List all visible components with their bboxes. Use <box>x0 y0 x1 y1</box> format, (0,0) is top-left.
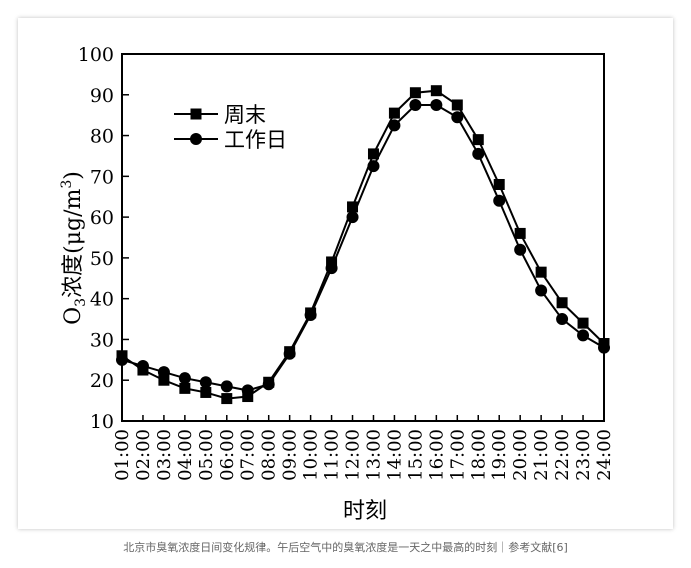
series-2-point <box>598 341 610 354</box>
y-tick-label: 80 <box>90 126 114 148</box>
series-2-point <box>451 111 464 124</box>
plot-frame <box>121 53 605 422</box>
y-tick-label: 40 <box>90 289 114 311</box>
x-tick-label: 20:00 <box>510 429 531 481</box>
x-tick-label: 12:00 <box>343 429 364 481</box>
ozone-line-chart: 10 20 30 40 50 60 70 80 90 100 01:00 02:00 03:00 04:… <box>59 44 615 524</box>
series-2-point <box>493 194 506 207</box>
x-tick-label: 02:00 <box>133 429 154 481</box>
legend-label: 周末 <box>224 103 266 127</box>
series-2-point <box>388 119 401 132</box>
series-1-point <box>367 148 379 160</box>
x-axis-label: 时刻 <box>343 499 387 524</box>
series-2-point <box>577 329 590 342</box>
series-1-point <box>158 374 170 386</box>
series-1-point <box>347 201 359 213</box>
x-tick-label: 01:00 <box>112 429 133 481</box>
series-2-point <box>514 243 527 256</box>
x-tick-label: 06:00 <box>217 429 238 481</box>
series-2-point <box>304 308 317 321</box>
y-tick-label: 100 <box>78 44 114 66</box>
series-2-point <box>325 262 338 275</box>
x-tick-label: 22:00 <box>552 429 573 481</box>
series-1-point <box>179 382 191 394</box>
series-1-point <box>493 178 505 190</box>
series-1-point <box>200 386 212 398</box>
series-2-point <box>535 284 548 297</box>
series-2-point <box>283 347 296 360</box>
x-tick-label: 08:00 <box>259 429 280 481</box>
series-2-point <box>472 147 485 160</box>
series-1-point <box>409 87 421 99</box>
y-axis-label: O3浓度(μg/m3) <box>59 171 89 325</box>
y-tick-label: 50 <box>90 248 114 270</box>
series-1-point <box>221 393 233 405</box>
series-2-point <box>220 380 233 393</box>
series-2-point <box>116 353 128 366</box>
series-1-point <box>326 256 338 268</box>
x-tick-label: 19:00 <box>489 429 510 481</box>
series-line-2 <box>121 103 605 392</box>
x-tick-label: 04:00 <box>175 429 196 481</box>
series-2-point <box>556 313 569 326</box>
series-2-point <box>367 160 380 173</box>
x-tick-label: 03:00 <box>154 429 175 481</box>
series-1-point <box>514 227 526 239</box>
series-1-point <box>451 99 463 111</box>
series-1-point <box>535 266 547 278</box>
x-tick-label: 23:00 <box>573 429 594 481</box>
x-tick-label: 09:00 <box>280 429 301 481</box>
figure-caption: 北京市臭氧浓度日间变化规律。午后空气中的臭氧浓度是一天之中最高的时刻｜参考文献[… <box>123 541 568 554</box>
y-tick-label: 10 <box>90 411 114 433</box>
x-tick-label: 05:00 <box>196 429 217 481</box>
x-tick-label: 17:00 <box>447 429 468 481</box>
series-1-point <box>242 391 254 403</box>
x-tick-label: 07:00 <box>238 429 259 481</box>
x-tick-label: 11:00 <box>322 429 343 481</box>
x-tick-label: 18:00 <box>468 429 489 481</box>
legend-marker <box>190 133 202 145</box>
x-tick-label: 21:00 <box>531 429 552 481</box>
x-tick-label: 15:00 <box>405 429 426 481</box>
x-tick-label: 16:00 <box>426 429 447 481</box>
figure-card: 10 20 30 40 50 60 70 80 90 100 01:00 02:00 03:00 04:… <box>18 18 673 529</box>
series-2-point <box>136 359 149 372</box>
series-2-point <box>178 372 191 385</box>
series-2-point <box>346 211 359 224</box>
series-1-point <box>472 134 484 146</box>
x-tick-label: 14:00 <box>384 429 405 481</box>
series-2-point <box>157 366 170 379</box>
series-2-point <box>262 378 275 391</box>
y-tick-label: 30 <box>90 329 114 351</box>
series-1-point <box>430 85 442 97</box>
y-tick-label: 20 <box>90 370 114 392</box>
series-2-point <box>199 376 212 389</box>
x-tick-label: 24:00 <box>594 429 615 481</box>
series-2-point <box>430 98 443 111</box>
series-1-point <box>577 317 589 329</box>
legend-marker <box>190 108 202 120</box>
series-2-point <box>409 98 422 111</box>
x-tick-label: 10:00 <box>301 429 322 481</box>
legend-label: 工作日 <box>224 128 287 152</box>
y-tick-label: 60 <box>90 207 114 229</box>
y-tick-label: 90 <box>90 85 114 107</box>
series-1-point <box>388 107 400 119</box>
x-tick-label: 13:00 <box>363 429 384 481</box>
y-tick-label: 70 <box>90 166 114 188</box>
series-2-point <box>241 384 254 397</box>
series-1-point <box>556 297 568 309</box>
